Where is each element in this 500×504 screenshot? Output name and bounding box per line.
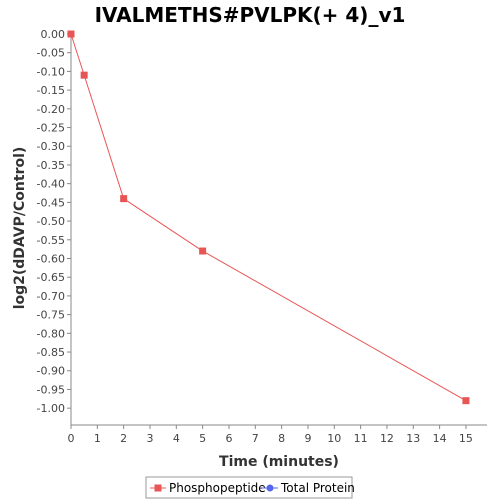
x-tick-label: 3 [146,432,153,445]
y-tick-label: -0.45 [37,196,65,209]
y-tick-label: -0.60 [37,252,65,265]
y-tick-label: -0.40 [37,178,65,191]
y-tick-label: -0.65 [37,271,65,284]
data-point [199,247,207,255]
legend-label-total-protein: Total Protein [280,481,355,495]
y-tick-label: -0.15 [37,84,65,97]
x-tick-label: 9 [304,432,311,445]
y-tick-label: -0.10 [37,65,65,78]
x-tick-label: 8 [278,432,285,445]
x-tick-label: 1 [94,432,101,445]
x-tick-label: 15 [459,432,473,445]
x-tick-label: 7 [252,432,259,445]
data-point [80,71,88,79]
y-tick-label: -0.55 [37,234,65,247]
x-tick-label: 5 [199,432,206,445]
x-tick-label: 13 [406,432,420,445]
y-tick-label: -0.35 [37,159,65,172]
y-tick-label: 0.00 [41,28,66,41]
data-point [120,195,128,203]
x-tick-label: 12 [380,432,394,445]
legend-marker-circle-icon [266,484,274,492]
legend-label-phosphopeptide: Phosphopeptide [169,481,266,495]
legend-marker-square-icon [154,484,162,492]
y-tick-label: -0.85 [37,346,65,359]
data-point [67,30,75,38]
plot-area: 0.00 -0.05 -0.10 -0.15 -0.20 -0.25 -0.30 -0.35 -… [37,28,487,445]
y-tick-label: -0.30 [37,140,65,153]
x-tick-label: 2 [120,432,127,445]
x-tick-label: 4 [173,432,180,445]
y-tick-label: -0.50 [37,215,65,228]
x-tick-label: 0 [68,432,75,445]
y-tick-label: -0.25 [37,122,65,135]
x-tick-label: 6 [225,432,232,445]
y-tick-label: -0.20 [37,103,65,116]
x-axis-title: Time (minutes) [219,454,339,470]
x-tick-label: 14 [433,432,447,445]
plot-background [71,34,487,425]
legend: Phosphopeptide Total Protein [145,476,355,499]
y-tick-label: -0.05 [37,47,65,60]
y-tick-label: -0.70 [37,290,65,303]
y-tick-label: -1.00 [37,402,65,415]
legend-box [145,476,353,499]
y-axis-title: log2(dDAVP/Control) [12,147,28,310]
x-tick-label: 10 [327,432,341,445]
data-point [462,397,470,405]
y-tick-label: -0.75 [37,309,65,322]
y-tick-label: -0.90 [37,365,65,378]
y-tick-label: -0.95 [37,383,65,396]
x-tick-label: 11 [354,432,368,445]
chart-title: IVALMETHS#PVLPK(+ 4)_v1 [95,3,406,27]
y-tick-label: -0.80 [37,327,65,340]
